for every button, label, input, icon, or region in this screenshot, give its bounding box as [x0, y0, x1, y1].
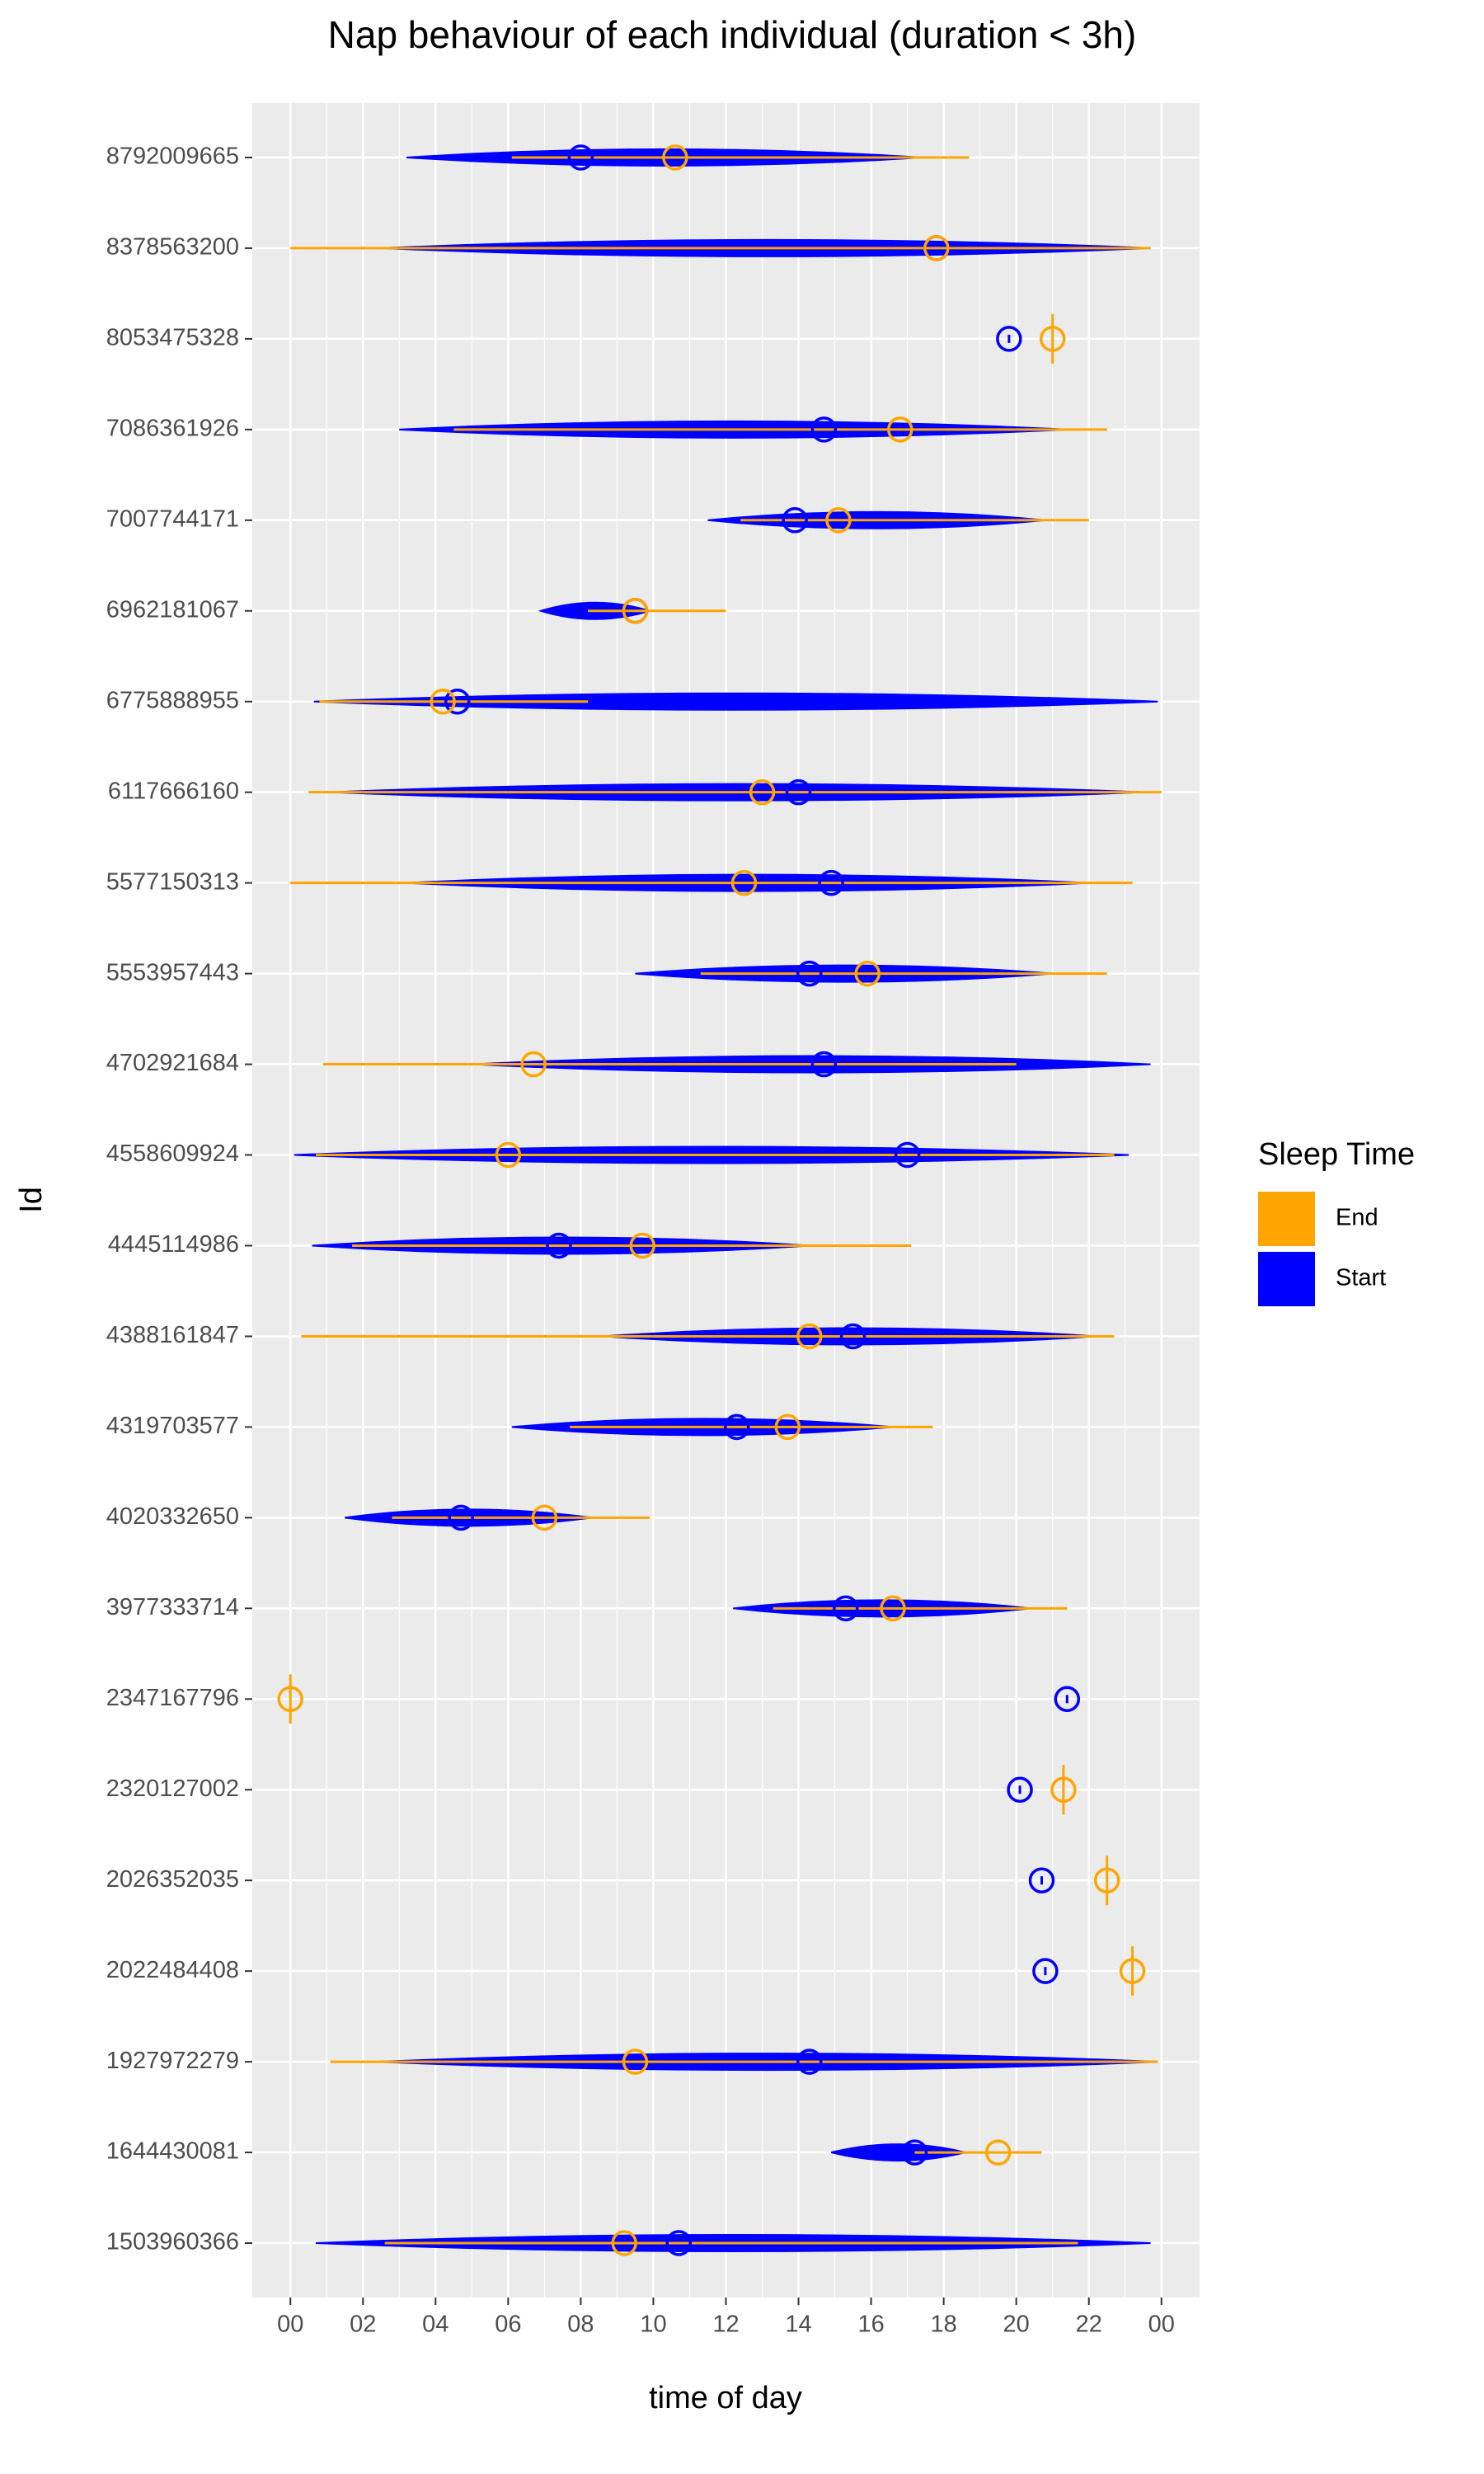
- mean-point: [825, 507, 852, 534]
- y-tick-label: 2026352035: [106, 1866, 239, 1893]
- mean-point: [430, 688, 456, 715]
- mean-point: [894, 1141, 921, 1169]
- mean-point: [622, 2048, 649, 2075]
- legend-label: Start: [1336, 1265, 1386, 1291]
- x-tick-label: 22: [1076, 2312, 1102, 2338]
- y-tick-label: 6775888955: [106, 687, 239, 713]
- mean-point: [495, 1141, 522, 1169]
- x-tick-label: 20: [1003, 2312, 1030, 2338]
- y-tick-label: 4388161847: [106, 1322, 239, 1348]
- mean-point: [531, 1504, 558, 1531]
- y-tick-label: 5577150313: [106, 868, 239, 895]
- mean-point: [833, 1595, 859, 1622]
- mean-point: [984, 2139, 1012, 2166]
- y-tick-label: 8792009665: [106, 143, 239, 170]
- mean-point: [611, 2230, 637, 2256]
- y-tick-label: 6962181067: [106, 596, 239, 623]
- y-tick-label: 2022484408: [106, 1957, 239, 1983]
- y-tick-label: 8053475328: [106, 325, 239, 351]
- y-tick-label: 7007744171: [106, 506, 239, 532]
- mean-point: [1054, 1686, 1081, 1713]
- mean-point: [774, 1413, 801, 1441]
- legend-title: Sleep Time: [1258, 1137, 1415, 1172]
- y-tick-label: 4445114986: [108, 1231, 239, 1258]
- mean-point: [662, 144, 688, 171]
- mean-point: [923, 235, 950, 261]
- x-tick-label: 00: [1148, 2312, 1175, 2338]
- mean-point: [854, 960, 881, 987]
- mean-point: [448, 1504, 474, 1531]
- mean-point: [1007, 1776, 1033, 1803]
- y-tick-label: 7086361926: [106, 416, 239, 442]
- mean-point: [880, 1595, 906, 1622]
- mean-point: [810, 1051, 838, 1078]
- mean-point: [622, 598, 649, 624]
- x-tick-label: 02: [350, 2312, 376, 2338]
- chart-title: Nap behaviour of each individual (durati…: [328, 13, 1137, 56]
- mean-point: [1032, 1958, 1059, 1984]
- x-tick-label: 12: [712, 2312, 739, 2338]
- mean-point: [546, 1232, 572, 1259]
- mean-point: [796, 1323, 823, 1350]
- y-tick-label: 2347167796: [106, 1685, 239, 1711]
- x-tick-label: 06: [495, 2312, 521, 2338]
- y-tick-label: 4702921684: [106, 1050, 239, 1076]
- mean-point: [1119, 1958, 1146, 1984]
- mean-point: [277, 1686, 303, 1713]
- mean-point: [1050, 1776, 1077, 1803]
- mean-point: [782, 507, 808, 534]
- y-tick-label: 4020332650: [106, 1503, 239, 1530]
- mean-point: [1028, 1867, 1055, 1893]
- mean-point: [629, 1232, 655, 1259]
- mean-point: [723, 1413, 750, 1441]
- y-tick-label: 8378563200: [106, 234, 239, 261]
- x-tick-label: 18: [931, 2312, 957, 2338]
- y-tick-label: 1927972279: [106, 2048, 239, 2074]
- mean-point: [839, 1323, 866, 1350]
- mean-point: [796, 960, 823, 987]
- y-tick-label: 5553957443: [106, 959, 239, 985]
- y-tick-label: 4558609924: [106, 1141, 239, 1167]
- mean-point: [730, 869, 758, 896]
- mean-point: [1093, 1867, 1120, 1893]
- mean-point: [749, 778, 776, 806]
- mean-point: [665, 2230, 693, 2256]
- mean-point: [567, 144, 594, 171]
- mean-point: [1039, 326, 1066, 352]
- legend-key: [1258, 1252, 1315, 1306]
- y-tick-label: 1644430081: [106, 2138, 239, 2165]
- y-tick-label: 4319703577: [106, 1413, 239, 1439]
- mean-point: [887, 416, 913, 443]
- mean-point: [796, 2048, 823, 2075]
- y-tick-label: 3977333714: [106, 1594, 239, 1620]
- x-axis-label: time of day: [649, 2381, 802, 2415]
- y-axis-label: Id: [14, 1187, 49, 1213]
- mean-point: [901, 2139, 928, 2166]
- mean-point: [810, 416, 838, 443]
- x-tick-label: 00: [277, 2312, 303, 2338]
- y-tick-label: 1503960366: [106, 2229, 239, 2255]
- y-tick-label: 6117666160: [108, 778, 239, 804]
- x-tick-label: 08: [567, 2312, 594, 2338]
- x-tick-label: 14: [785, 2312, 811, 2338]
- mean-point: [520, 1051, 547, 1078]
- x-tick-label: 10: [640, 2312, 666, 2338]
- violin: [313, 692, 1158, 711]
- legend-label: End: [1336, 1205, 1378, 1231]
- legend-key: [1258, 1192, 1315, 1246]
- y-tick-label: 2320127002: [106, 1776, 239, 1802]
- mean-point: [818, 869, 844, 896]
- mean-point: [996, 326, 1022, 352]
- mean-point: [785, 778, 812, 806]
- x-tick-label: 04: [422, 2312, 448, 2338]
- mean-point: [444, 688, 471, 715]
- x-tick-label: 16: [857, 2312, 884, 2338]
